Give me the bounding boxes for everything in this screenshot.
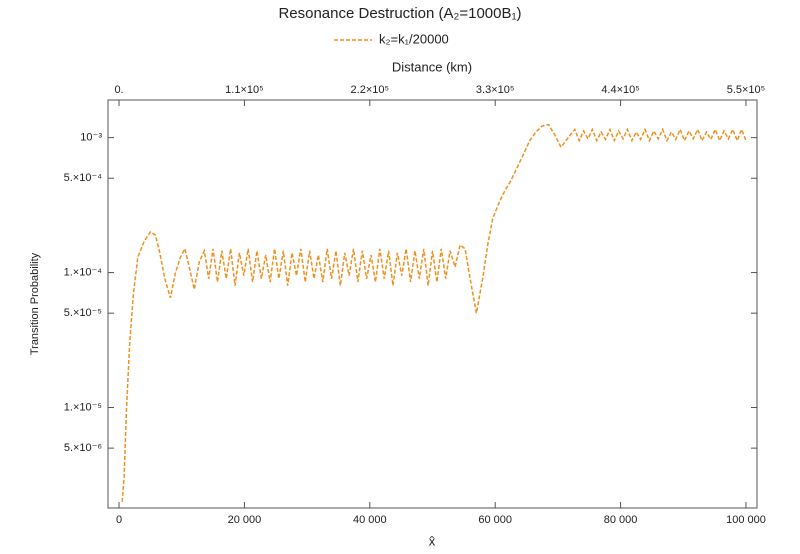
y-tick-label: 5.×10⁻⁵ [64,307,102,319]
y-tick-label: 5.×10⁻⁴ [64,172,103,184]
x-tick-label: 80 000 [604,514,638,526]
x-tick-label: 20 000 [228,514,262,526]
x-tick-label: 100 000 [726,514,766,526]
x-tick-label: 40 000 [353,514,387,526]
x-tick-label: 60 000 [478,514,512,526]
x-axis-label: x̂ [429,533,436,548]
legend-label: k₂=k₁/20000 [379,31,449,46]
x2-tick-label: 0. [114,84,123,96]
x-tick-label: 0 [116,514,122,526]
x2-axis-label: Distance (km) [392,59,472,74]
x2-tick-label: 5.5×10⁵ [727,84,766,96]
y-tick-label: 5.×10⁻⁶ [64,442,102,454]
plot-frame [107,99,758,509]
x2-tick-label: 1.1×10⁵ [225,84,264,96]
x2-tick-label: 3.3×10⁵ [476,84,515,96]
x2-tick-label: 4.4×10⁵ [601,84,640,96]
y-tick-label: 10⁻³ [80,132,102,144]
chart-title: Resonance Destruction (A₂=1000B₁) [278,5,521,22]
y-tick-label: 1.×10⁻⁵ [64,401,102,413]
data-line [121,123,747,502]
y-axis-label: Transition Probability [29,252,41,355]
y-tick-label: 1.×10⁻⁴ [64,266,103,278]
x2-tick-label: 2.2×10⁵ [351,84,390,96]
